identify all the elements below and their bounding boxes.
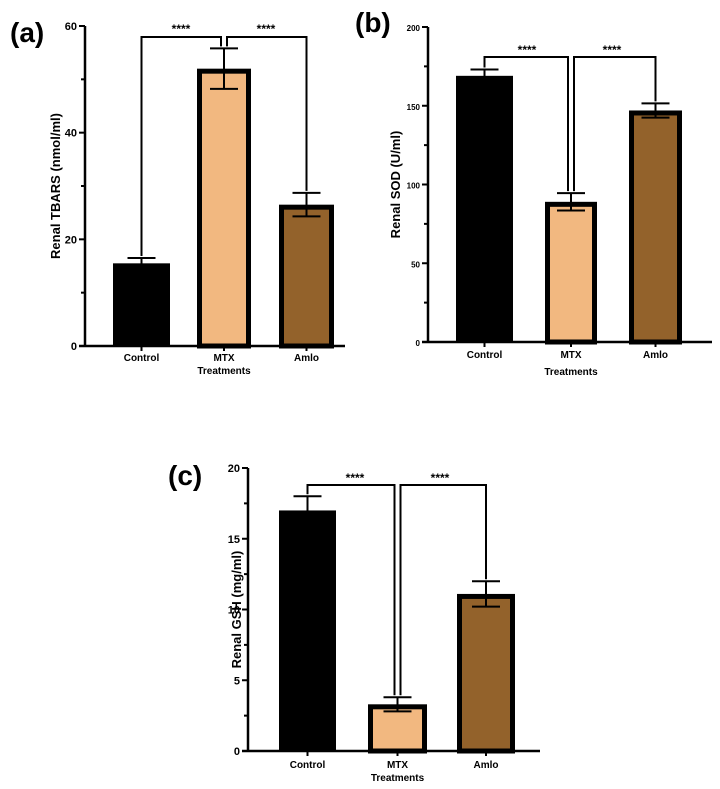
chart-panel-a: (a) 0 20 40 60 Renal TBARS (nmol/ml) Control MT… [10, 17, 345, 377]
y-axis-title: Renal SOD (U/ml) [388, 131, 403, 239]
y-tick-label: 200 [407, 24, 421, 33]
y-tick-label: 50 [411, 260, 420, 269]
significance-bracket [399, 484, 487, 696]
x-tick-label: Amlo [294, 353, 319, 364]
significance-label: **** [346, 471, 365, 485]
y-tick-label: 5 [234, 675, 240, 687]
chart-panel-b: (b) 0 50 100 150 200 Renal SOD (U/ml) Control MT… [355, 7, 712, 378]
chart-panel-c: (c) 0 5 10 15 20 Renal GSH (mg/ml) Control MTX Am… [168, 460, 540, 784]
y-axis-title: Renal TBARS (nmol/ml) [48, 113, 63, 259]
significance-bracket [226, 36, 308, 191]
significance-label: **** [431, 471, 450, 485]
y-tick-label: 40 [65, 128, 77, 140]
significance-label: **** [172, 22, 191, 36]
y-axis-title: Renal GSH (mg/ml) [229, 551, 244, 669]
x-tick-label: MTX [560, 350, 581, 361]
y-tick-label: 150 [407, 103, 421, 112]
panel-label: (b) [355, 7, 391, 38]
bar-control [279, 510, 336, 751]
bar-amlo [279, 204, 334, 349]
x-tick-label: Amlo [474, 760, 499, 771]
y-tick-label: 10 [228, 605, 240, 617]
significance-label: **** [603, 43, 622, 57]
x-axis-title: Treatments [197, 366, 251, 377]
y-tick-label: 0 [416, 339, 421, 348]
bar-control [456, 75, 513, 342]
significance-label: **** [518, 43, 537, 57]
x-tick-label: Amlo [643, 350, 668, 361]
significance-bracket [140, 36, 222, 256]
x-tick-label: Control [290, 760, 326, 771]
y-tick-label: 20 [228, 463, 240, 475]
x-tick-label: MTX [213, 353, 234, 364]
x-tick-label: MTX [387, 760, 408, 771]
bar-mtx [368, 704, 427, 754]
y-tick-label: 15 [228, 534, 240, 546]
y-tick-label: 0 [71, 341, 77, 353]
bar-mtx [545, 201, 597, 345]
bar-control [113, 263, 170, 346]
x-tick-label: Control [124, 353, 160, 364]
x-tick-label: Control [467, 350, 503, 361]
significance-bracket [483, 56, 569, 192]
x-axis-title: Treatments [371, 773, 425, 784]
significance-bracket [573, 56, 657, 192]
bar-amlo [457, 593, 515, 754]
panel-label: (c) [168, 460, 202, 491]
bar-mtx [197, 68, 251, 349]
y-tick-label: 0 [234, 746, 240, 758]
y-tick-label: 20 [65, 234, 77, 246]
x-axis-title: Treatments [544, 367, 598, 378]
panel-label: (a) [10, 17, 44, 48]
significance-bracket [306, 484, 396, 696]
y-tick-label: 100 [407, 182, 421, 191]
significance-label: **** [257, 22, 276, 36]
bar-amlo [629, 110, 682, 345]
y-tick-label: 60 [65, 21, 77, 33]
